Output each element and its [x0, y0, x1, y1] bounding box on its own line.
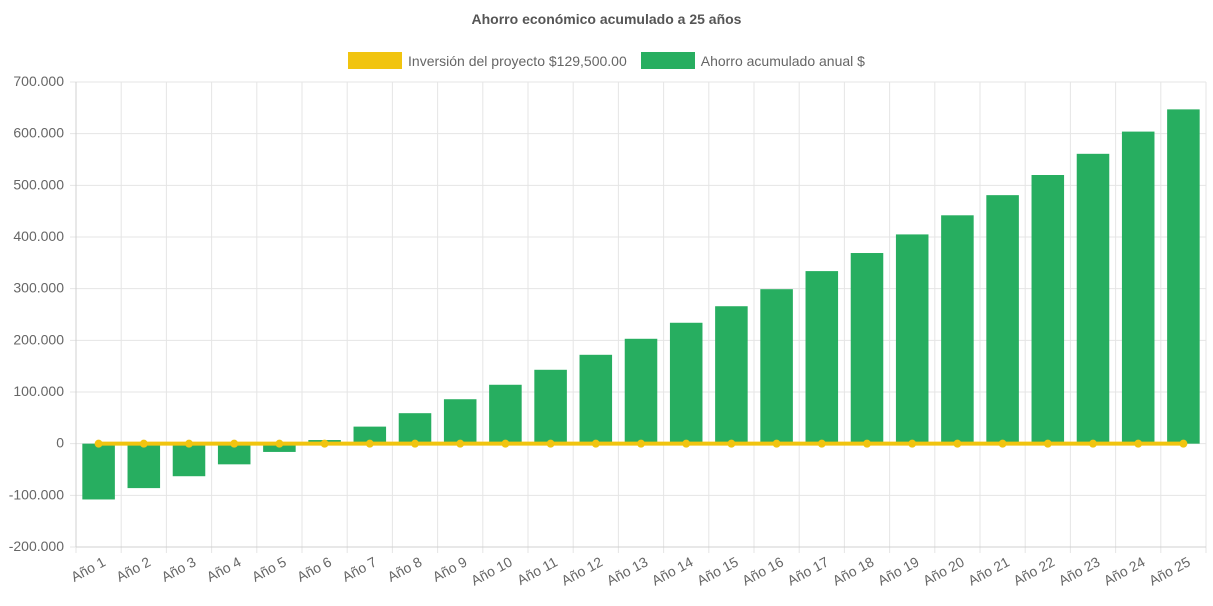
legend-item-investment[interactable]: Inversión del proyecto $129,500.00: [348, 52, 627, 69]
y-tick-label: -100.000: [9, 486, 64, 502]
x-tick-label: Año 2: [113, 553, 153, 584]
x-tick-label: Año 15: [694, 553, 741, 588]
investment-point: [1089, 439, 1097, 448]
investment-point: [1043, 439, 1052, 448]
legend-swatch-investment: [348, 52, 403, 69]
investment-point: [456, 439, 465, 448]
y-tick-label: 700.000: [13, 73, 64, 89]
investment-point: [230, 439, 239, 448]
y-tick-label: 0: [56, 435, 64, 451]
bar: [760, 289, 793, 444]
y-tick-label: 200.000: [13, 331, 64, 347]
x-tick-label: Año 8: [385, 553, 425, 584]
x-tick-label: Año 1: [68, 553, 108, 584]
bar: [669, 322, 703, 444]
investment-point: [998, 439, 1007, 448]
investment-point: [546, 439, 555, 448]
bar: [489, 384, 522, 444]
y-tick-label: 600.000: [13, 125, 64, 141]
x-tick-label: Año 22: [1011, 553, 1058, 588]
legend: Inversión del proyecto $129,500.00 Ahorr…: [0, 52, 1213, 69]
x-tick-label: Año 7: [339, 553, 379, 584]
x-tick-label: Año 20: [920, 553, 967, 588]
x-tick-label: Año 14: [649, 553, 696, 588]
bar: [443, 399, 477, 444]
investment-point: [682, 439, 691, 448]
chart-title: Ahorro económico acumulado a 25 años: [471, 11, 742, 27]
y-tick-label: 500.000: [13, 176, 64, 192]
x-tick-label: Año 4: [204, 553, 244, 584]
x-tick-label: Año 21: [965, 553, 1012, 588]
investment-point: [1179, 439, 1188, 448]
investment-point: [94, 439, 103, 448]
bar: [579, 354, 613, 444]
investment-point: [139, 439, 148, 448]
x-tick-label: Año 12: [559, 553, 606, 588]
x-tick-label: Año 3: [159, 553, 199, 584]
bar: [1031, 175, 1065, 444]
bar: [217, 443, 251, 465]
x-tick-label: Año 6: [294, 553, 334, 584]
bar: [715, 306, 748, 444]
bar: [1076, 153, 1110, 444]
y-tick-label: 400.000: [13, 228, 64, 244]
x-tick-label: Año 24: [1101, 553, 1148, 588]
x-tick-label: Año 13: [604, 553, 651, 588]
bar: [263, 443, 296, 452]
bar: [986, 195, 1019, 444]
investment-point: [908, 439, 917, 448]
bar: [941, 215, 974, 444]
x-tick-label: Año 18: [830, 553, 877, 588]
y-tick-label: 300.000: [13, 280, 64, 296]
investment-point: [501, 439, 510, 448]
bar: [127, 443, 161, 489]
x-tick-label: Año 11: [514, 553, 560, 588]
x-tick-label: Año 17: [785, 553, 832, 588]
investment-point: [320, 439, 329, 448]
x-tick-label: Año 16: [739, 553, 786, 588]
bar: [895, 234, 929, 444]
bar: [624, 338, 658, 444]
bar: [534, 369, 567, 444]
investment-point: [1134, 439, 1143, 448]
legend-label-investment: Inversión del proyecto $129,500.00: [408, 52, 627, 69]
investment-point: [863, 439, 871, 448]
x-tick-label: Año 5: [249, 553, 289, 584]
investment-point: [275, 439, 284, 448]
investment-point: [727, 439, 736, 448]
y-tick-label: -200.000: [9, 538, 64, 554]
investment-point: [185, 439, 193, 448]
x-tick-label: Año 25: [1146, 553, 1193, 588]
investment-point: [772, 439, 781, 448]
bar: [398, 413, 432, 444]
legend-swatch-savings: [640, 52, 695, 69]
legend-label-savings: Ahorro acumulado anual $: [700, 52, 865, 69]
y-tick-label: 100.000: [13, 383, 64, 399]
investment-point: [817, 439, 826, 448]
bar: [1167, 109, 1200, 444]
bar: [805, 271, 839, 444]
x-tick-label: Año 9: [430, 553, 470, 584]
legend-item-savings[interactable]: Ahorro acumulado anual $: [640, 52, 865, 69]
x-tick-label: Año 10: [468, 553, 515, 588]
bar: [850, 253, 884, 444]
x-tick-label: Año 23: [1056, 553, 1103, 588]
bar: [353, 426, 387, 444]
x-tick-label: Año 19: [875, 553, 922, 588]
investment-point: [591, 439, 600, 448]
bar: [172, 443, 206, 477]
investment-point: [411, 439, 419, 448]
investment-point: [365, 439, 374, 448]
investment-point: [637, 439, 645, 448]
investment-point: [953, 439, 962, 448]
bar: [1121, 131, 1155, 444]
bar: [82, 443, 115, 500]
